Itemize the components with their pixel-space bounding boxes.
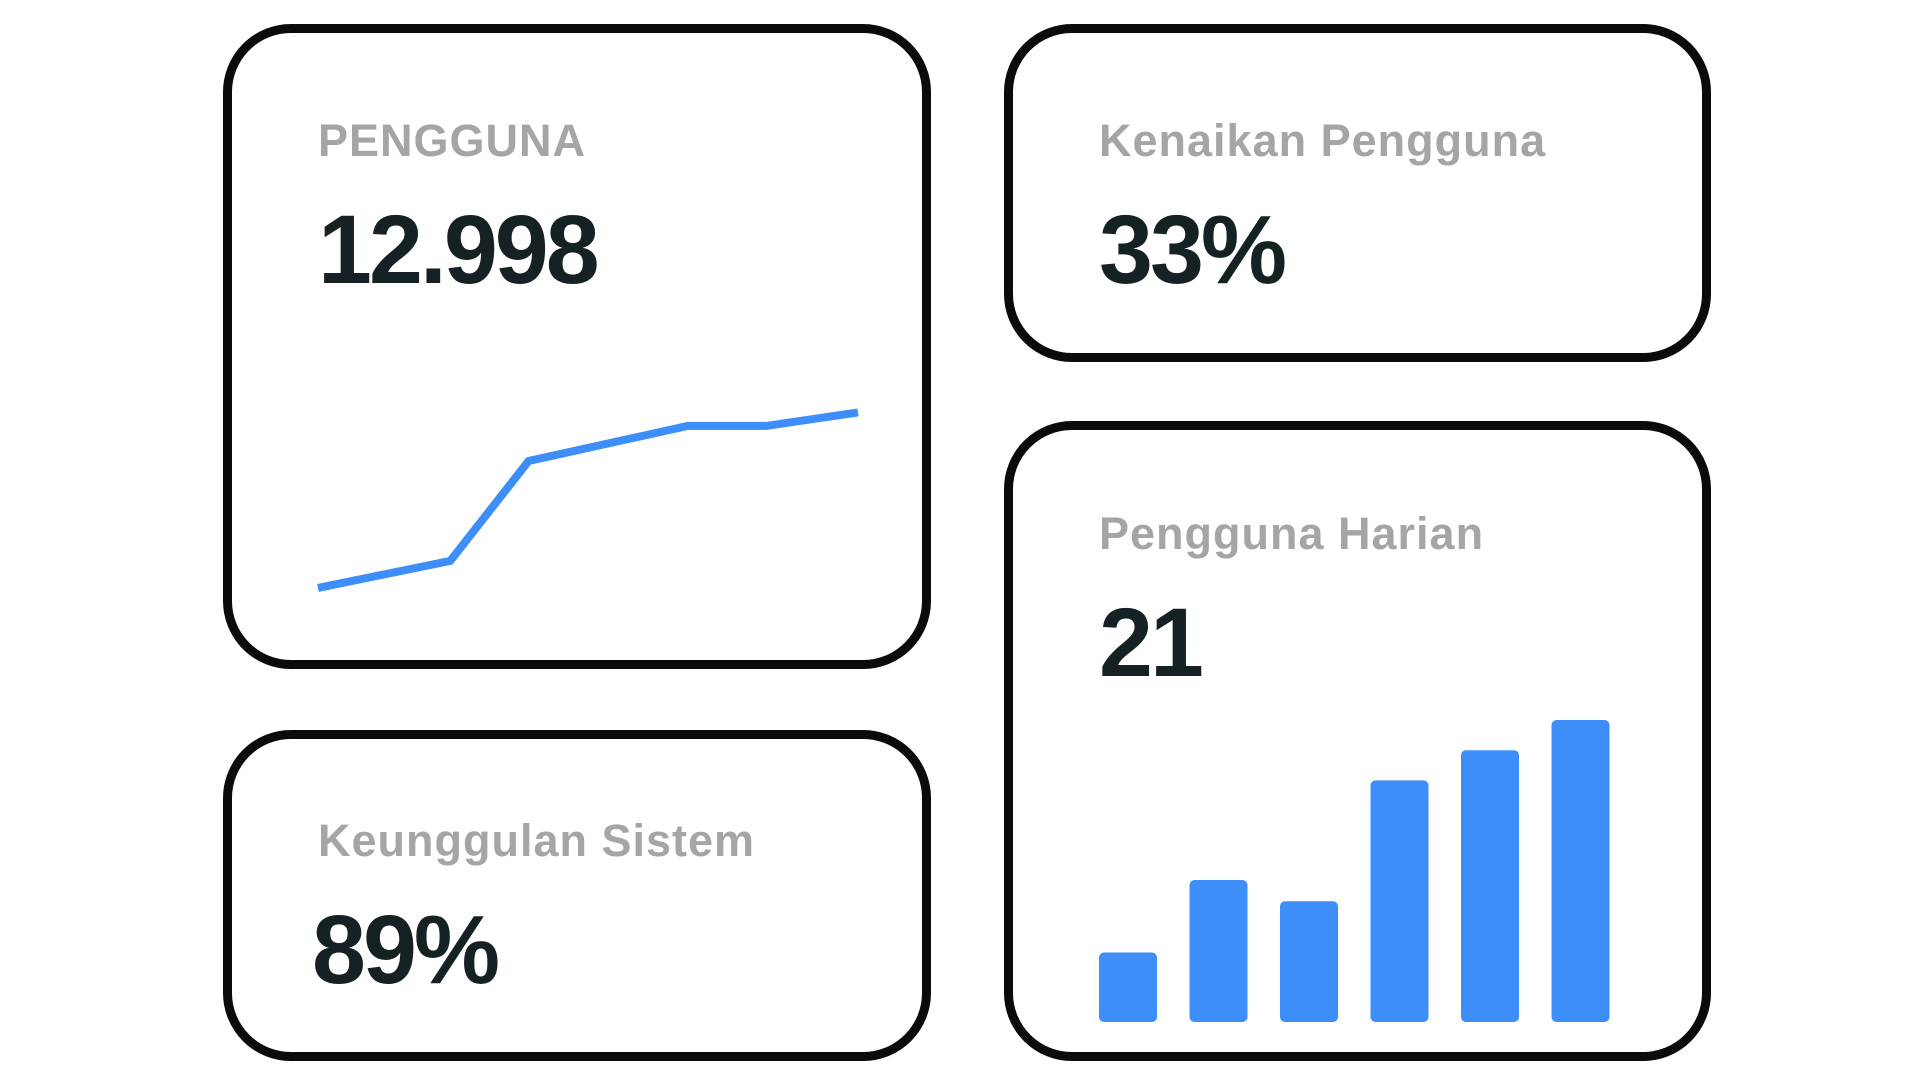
daily-users-bar-0: [1099, 952, 1157, 1022]
system-excellence-value: 89%: [312, 895, 500, 1004]
daily-users-label: Pengguna Harian: [1099, 508, 1485, 559]
daily-users-card: Pengguna Harian 21: [1004, 421, 1711, 1061]
system-excellence-label: Keunggulan Sistem: [318, 815, 756, 866]
system-excellence-card: Keunggulan Sistem 89%: [223, 730, 931, 1061]
daily-users-bar-1: [1189, 880, 1248, 1022]
daily-users-bar-chart: [1099, 720, 1610, 1022]
daily-users-value: 21: [1099, 588, 1204, 697]
users-line-chart: [317, 408, 859, 592]
users-value: 12.998: [318, 195, 600, 304]
users-series-line: [317, 408, 859, 592]
users-card: PENGGUNA 12.998: [223, 24, 931, 669]
users-label: PENGGUNA: [318, 115, 587, 166]
user-growth-value: 33%: [1099, 195, 1287, 304]
daily-users-bar-4: [1461, 750, 1519, 1022]
user-growth-label: Kenaikan Pengguna: [1099, 115, 1547, 166]
daily-users-bar-5: [1551, 720, 1610, 1022]
daily-users-bar-2: [1280, 901, 1338, 1022]
daily-users-bar-3: [1370, 780, 1429, 1022]
user-growth-card: Kenaikan Pengguna 33%: [1004, 24, 1711, 362]
